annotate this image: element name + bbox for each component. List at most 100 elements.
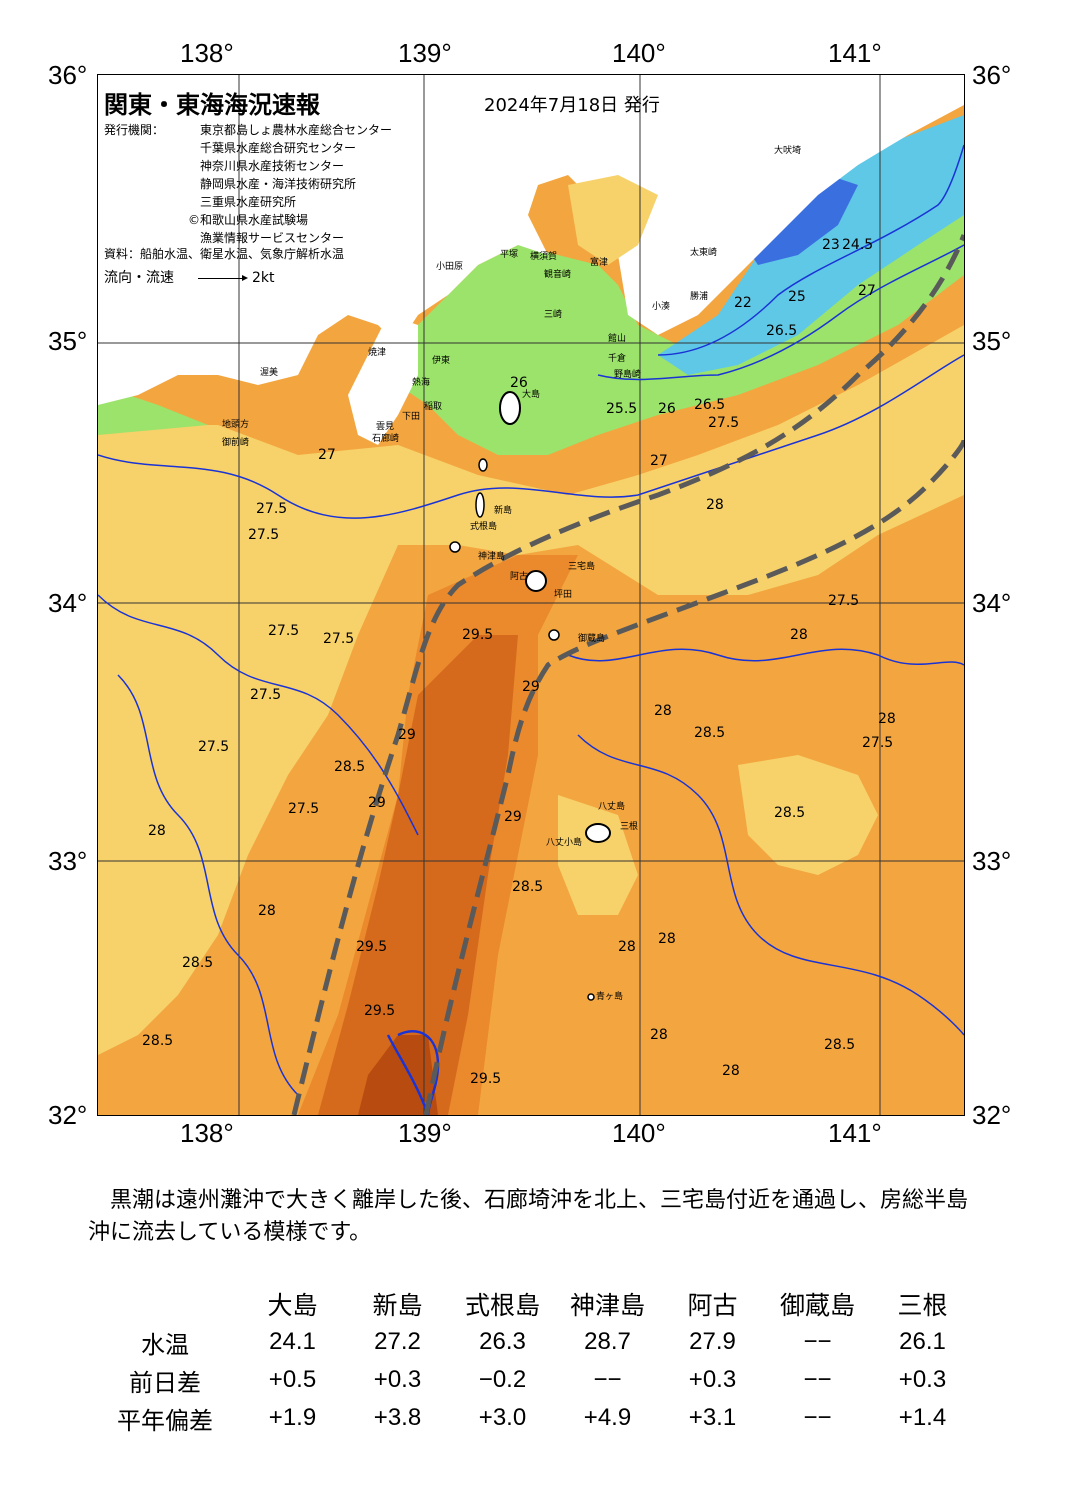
contour-label: 26 — [658, 401, 676, 417]
place-name: 稲取 — [424, 402, 443, 412]
table-cell: +0.3 — [898, 1366, 947, 1393]
contour-label: 27.5 — [248, 527, 280, 543]
table-col-header: 御蔵島 — [779, 1292, 855, 1320]
bottom-tick-138: 138° — [180, 1118, 234, 1148]
land-kanto-tokai — [98, 75, 964, 405]
flow-legend-label: 流向・流速 — [104, 270, 174, 286]
right-tick-35: 35° — [972, 326, 1012, 356]
table-row: 平年偏差 +1.9 +3.8 +3.0 +4.9 +3.1 −− +1.4 — [90, 1399, 975, 1437]
contour-label: 28 — [722, 1063, 740, 1079]
table-col-header: 新島 — [372, 1292, 423, 1320]
place-name: 千倉 — [608, 354, 627, 364]
table-cell: +1.9 — [268, 1404, 317, 1431]
contour-label: 28 — [790, 627, 808, 643]
bottom-tick-141: 141° — [828, 1118, 882, 1148]
place-name: 御蔵島 — [578, 634, 606, 644]
contour-label: 27.5 — [256, 501, 288, 517]
table-cell: +3.1 — [688, 1404, 737, 1431]
right-tick-32: 32° — [972, 1100, 1012, 1130]
table-header-row: 大島 新島 式根島 神津島 阿古 御蔵島 三根 — [90, 1285, 975, 1323]
map-title: 関東・東海海況速報 — [104, 91, 320, 119]
place-name: 雲見 — [376, 422, 395, 432]
bottom-tick-140: 140° — [612, 1118, 666, 1148]
left-tick-32: 32° — [48, 1100, 88, 1130]
place-name: 石廊崎 — [372, 434, 400, 444]
top-tick-140: 140° — [612, 38, 666, 68]
contour-label: 27.5 — [288, 801, 320, 817]
contour-label: 28.5 — [142, 1033, 174, 1049]
contour-label: 26 — [510, 375, 528, 391]
place-name: 大島 — [522, 390, 541, 400]
top-tick-141: 141° — [828, 38, 882, 68]
contour-label: 28.5 — [694, 725, 726, 741]
publisher-item: ©和歌山県水産試験場 — [188, 213, 309, 227]
contour-label: 27.5 — [250, 687, 282, 703]
place-name: 下田 — [402, 412, 421, 422]
island-miyakejima — [525, 570, 547, 592]
land-izu-peninsula — [348, 315, 418, 445]
table-row: 前日差 +0.5 +0.3 −0.2 −− +0.3 −− +0.3 — [90, 1361, 975, 1399]
contour-label: 28 — [148, 823, 166, 839]
contour-label: 29 — [504, 809, 522, 825]
contour-label: 28.5 — [774, 805, 806, 821]
island-hachijojima — [585, 823, 611, 843]
right-tick-34: 34° — [972, 588, 1012, 618]
contour-label: 25.5 — [606, 401, 638, 417]
place-name: 小湊 — [652, 302, 671, 312]
table-cell: 26.1 — [899, 1328, 946, 1355]
island-shikinejima — [449, 541, 461, 553]
right-tick-36: 36° — [972, 60, 1012, 90]
place-name: 太東崎 — [690, 248, 718, 258]
place-name: 館山 — [608, 334, 627, 344]
table-cell: +3.0 — [478, 1404, 527, 1431]
place-name: 横須賀 — [530, 252, 558, 262]
contour-label: 27.5 — [708, 415, 740, 431]
contour-label: 28 — [258, 903, 276, 919]
issue-date: 2024年7月18日 発行 — [484, 95, 660, 116]
contour-label: 28.5 — [334, 759, 366, 775]
contour-label: 27.5 — [862, 735, 894, 751]
place-name: 野島崎 — [614, 370, 642, 380]
table-cell: −− — [803, 1404, 832, 1431]
contour-label: 28 — [658, 931, 676, 947]
table-cell: −− — [803, 1366, 832, 1393]
contour-label: 29 — [398, 727, 416, 743]
contour-label: 27.5 — [268, 623, 300, 639]
temp-27-28-area — [98, 325, 964, 1055]
place-name: 神津島 — [478, 552, 506, 562]
table-cell: 27.9 — [689, 1328, 736, 1355]
flow-scale-label: 2kt — [252, 270, 275, 286]
table-cell: −− — [593, 1366, 622, 1393]
contour-label: 28 — [878, 711, 896, 727]
place-name: 青ヶ島 — [596, 992, 624, 1002]
land-boso-tip — [568, 175, 658, 265]
publisher-item: 神奈川県水産技術センター — [200, 159, 345, 173]
data-sources: 資料：船舶水温、衛星水温、気象庁解析水温 — [104, 247, 345, 261]
table-cell: +0.3 — [688, 1366, 737, 1393]
place-name: 大吠埼 — [774, 146, 802, 156]
temp-gt30-area — [358, 1035, 438, 1115]
bottom-tick-139: 139° — [398, 1118, 452, 1148]
table-cell: −0.2 — [478, 1366, 527, 1393]
left-tick-33: 33° — [48, 846, 88, 876]
temp-27-28-patch-east — [738, 755, 878, 875]
flow-arrow-icon — [198, 274, 248, 281]
table-col-header: 神津島 — [569, 1292, 645, 1320]
contour-label: 24.5 — [842, 237, 874, 253]
table-col-header: 式根島 — [464, 1292, 540, 1320]
table-cell: −− — [803, 1328, 832, 1355]
place-name: 坪田 — [554, 590, 573, 600]
island-aogashima — [587, 993, 595, 1001]
table-col-header: 三根 — [897, 1292, 948, 1320]
place-name: 平塚 — [500, 250, 519, 260]
contour-label: 29.5 — [470, 1071, 502, 1087]
island-niijima — [475, 492, 485, 518]
table-cell: +0.5 — [268, 1366, 317, 1393]
island-oshima — [499, 391, 521, 425]
contour-label: 26.5 — [766, 323, 798, 339]
temp-gt29-5-area — [318, 635, 518, 1115]
table-cell: 24.1 — [269, 1328, 316, 1355]
right-tick-33: 33° — [972, 846, 1012, 876]
place-name: 伊東 — [432, 356, 451, 366]
isotherm-contours — [98, 144, 964, 1115]
